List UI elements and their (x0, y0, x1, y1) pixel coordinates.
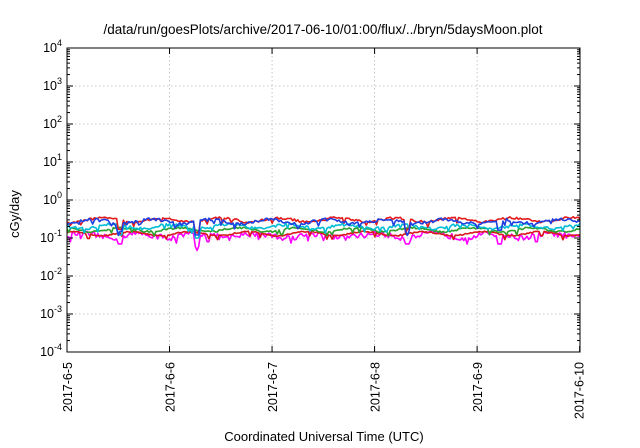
data-series (66, 215, 581, 252)
y-tick-label: 102 (43, 114, 62, 131)
y-tick-label: 10-4 (40, 342, 62, 359)
x-tick-label: 2017-6-6 (164, 362, 178, 412)
x-tick-label: 2017-6-5 (61, 362, 75, 412)
data-series-line (66, 222, 581, 239)
x-tick-label: 2017-6-9 (471, 362, 485, 412)
data-series-line (66, 230, 581, 241)
y-tick-label: 101 (43, 152, 62, 169)
chart-title: /data/run/goesPlots/archive/2017-06-10/0… (103, 22, 542, 37)
y-tick-label: 10-3 (40, 304, 62, 321)
data-series-line (66, 217, 581, 237)
y-tick-label: 10-1 (40, 228, 62, 245)
x-tick-label: 2017-6-8 (369, 362, 383, 412)
x-axis-label: Coordinated Universal Time (UTC) (224, 429, 423, 444)
y-axis-label: cGy/day (7, 190, 22, 238)
data-series-line (66, 230, 581, 252)
data-series-line (66, 226, 581, 237)
y-tick-label: 104 (43, 38, 62, 55)
y-tick-label: 10-2 (40, 266, 62, 283)
x-tick-label: 2017-6-10 (573, 362, 587, 419)
y-tick-label: 100 (43, 190, 62, 207)
axis-ticks: 104 103 102 101 100 10-1 10-2 10-3 10-4 2017-6-5 2… (40, 38, 587, 419)
x-tick-label: 2017-6-7 (266, 362, 280, 412)
y-tick-label: 103 (43, 76, 62, 93)
gridlines (67, 48, 580, 352)
